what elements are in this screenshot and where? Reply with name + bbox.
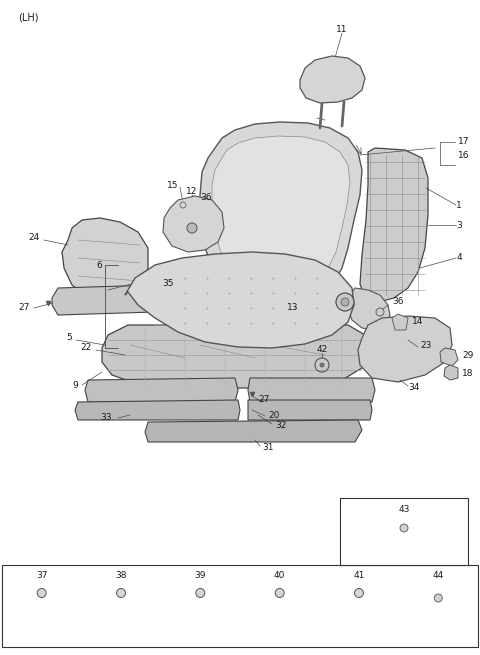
- Circle shape: [320, 363, 324, 367]
- Text: 37: 37: [36, 572, 48, 580]
- Text: 33: 33: [100, 413, 111, 422]
- Circle shape: [434, 594, 443, 602]
- Text: 29: 29: [462, 350, 473, 360]
- Polygon shape: [75, 400, 240, 420]
- Text: 34: 34: [408, 383, 420, 392]
- Circle shape: [376, 308, 384, 316]
- Text: 44: 44: [432, 572, 444, 580]
- Polygon shape: [392, 314, 408, 330]
- Text: 43: 43: [398, 504, 410, 514]
- Polygon shape: [300, 56, 365, 103]
- Polygon shape: [62, 218, 148, 300]
- Bar: [340, 498, 468, 565]
- Text: 40: 40: [274, 572, 285, 580]
- Text: 17: 17: [458, 138, 469, 147]
- Text: 16: 16: [458, 151, 469, 160]
- Text: 36: 36: [392, 297, 404, 307]
- Circle shape: [400, 524, 408, 532]
- Text: 3: 3: [456, 221, 462, 229]
- Polygon shape: [248, 400, 372, 420]
- Polygon shape: [440, 348, 458, 366]
- Text: 6: 6: [96, 261, 102, 269]
- Text: 18: 18: [462, 369, 473, 377]
- Text: 42: 42: [316, 345, 328, 354]
- Polygon shape: [358, 316, 452, 382]
- Text: 32: 32: [275, 421, 287, 430]
- Polygon shape: [52, 285, 158, 315]
- Circle shape: [355, 588, 363, 597]
- Circle shape: [37, 588, 46, 597]
- Polygon shape: [145, 420, 362, 442]
- Text: 24: 24: [29, 233, 40, 242]
- Text: 39: 39: [194, 572, 206, 580]
- Text: 11: 11: [336, 26, 348, 35]
- Polygon shape: [444, 365, 458, 380]
- Text: 20: 20: [268, 411, 279, 421]
- Text: 27: 27: [19, 303, 30, 312]
- Text: 5: 5: [66, 333, 72, 343]
- Text: 35: 35: [162, 278, 173, 288]
- Circle shape: [117, 588, 125, 597]
- Text: 41: 41: [353, 572, 365, 580]
- Polygon shape: [212, 136, 350, 287]
- Polygon shape: [200, 122, 362, 300]
- Circle shape: [196, 588, 205, 597]
- Text: 22: 22: [81, 343, 92, 352]
- Text: 38: 38: [115, 572, 127, 580]
- Polygon shape: [85, 378, 238, 402]
- Text: 31: 31: [262, 443, 274, 453]
- Bar: [2, 565, 478, 647]
- Circle shape: [187, 223, 197, 233]
- Text: 1: 1: [456, 200, 462, 210]
- Text: 13: 13: [287, 303, 298, 312]
- Polygon shape: [125, 252, 354, 348]
- Polygon shape: [248, 378, 375, 402]
- Text: (LH): (LH): [18, 12, 38, 22]
- Text: 27: 27: [258, 396, 269, 405]
- Text: 9: 9: [72, 381, 78, 390]
- Polygon shape: [102, 325, 368, 388]
- Text: 36: 36: [200, 193, 212, 202]
- Polygon shape: [360, 148, 428, 302]
- Text: 14: 14: [412, 318, 423, 326]
- Text: 15: 15: [167, 181, 178, 189]
- Text: 23: 23: [420, 341, 432, 350]
- Text: 12: 12: [186, 187, 198, 196]
- Polygon shape: [348, 288, 390, 330]
- Polygon shape: [163, 196, 224, 252]
- Text: 4: 4: [456, 253, 462, 263]
- Circle shape: [341, 298, 349, 306]
- Circle shape: [336, 293, 354, 311]
- Circle shape: [275, 588, 284, 597]
